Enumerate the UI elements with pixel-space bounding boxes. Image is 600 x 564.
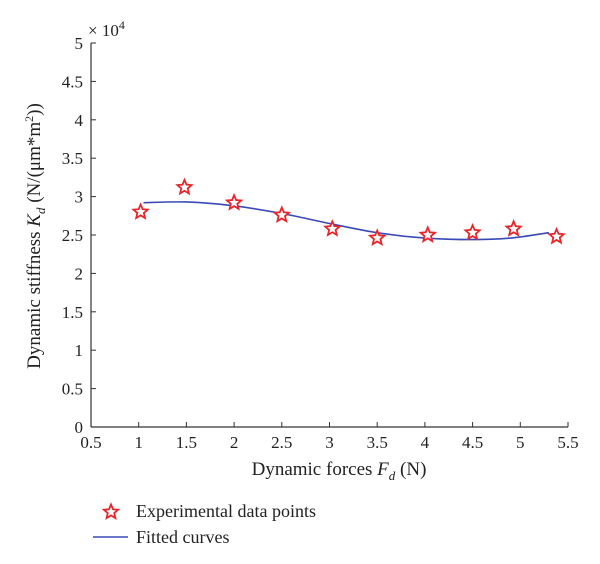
y-tick-label: 0.5 xyxy=(62,380,83,399)
x-tick-label: 3.5 xyxy=(367,433,388,452)
data-point-star xyxy=(323,219,342,237)
x-tick-label: 2 xyxy=(230,433,239,452)
data-point-star xyxy=(131,202,150,220)
y-tick-label: 0 xyxy=(75,418,84,437)
x-tick-label: 0.5 xyxy=(80,433,101,452)
x-tick-label: 4.5 xyxy=(462,433,483,452)
y-tick-label: 2 xyxy=(75,264,84,283)
x-axis-title: Dynamic forces Fd (N) xyxy=(252,459,427,483)
fitted-curve-layer xyxy=(143,201,550,241)
x-ticks: 0.5 1 1.5 2 2.5 3 3.5 4 4.5 5 5.5 xyxy=(80,422,579,452)
x-tick-label: 4 xyxy=(421,433,430,452)
x-tick-label: 2.5 xyxy=(271,433,292,452)
data-point-star xyxy=(224,192,244,211)
legend-star-shape xyxy=(101,502,121,520)
data-point-star xyxy=(504,219,523,237)
y-tick-label: 3 xyxy=(75,188,84,207)
data-point-star xyxy=(463,222,482,241)
data-point-star xyxy=(272,205,292,223)
y-tick-label: 1 xyxy=(75,341,84,360)
x-tick-label: 3 xyxy=(325,433,334,452)
x-tick-label: 5.5 xyxy=(557,433,578,452)
data-point-star xyxy=(418,225,438,243)
y-axis-title: Dynamic stiffness Kd (N/(μm*m2)) xyxy=(22,103,48,369)
legend: Experimental data points Fitted curves xyxy=(93,501,316,547)
y-tick-label: 5 xyxy=(75,34,84,53)
legend-star-marker xyxy=(101,502,121,520)
data-point-star xyxy=(367,228,387,247)
legend-label-fitted: Fitted curves xyxy=(136,527,229,547)
x-tick-label: 1.5 xyxy=(176,433,197,452)
y-tick-label: 4 xyxy=(75,111,84,130)
x-tick-label: 5 xyxy=(516,433,525,452)
y-tick-label: 3.5 xyxy=(62,149,83,168)
fitted-curve-line xyxy=(143,201,550,241)
y-tick-label: 2.5 xyxy=(62,226,83,245)
legend-label-experimental: Experimental data points xyxy=(136,501,316,521)
y-tick-label: 1.5 xyxy=(62,303,83,322)
data-point-star xyxy=(175,177,194,196)
y-multiplier: × 104 xyxy=(88,18,125,40)
data-points-layer xyxy=(131,177,566,247)
y-tick-label: 4.5 xyxy=(62,72,83,91)
x-tick-label: 1 xyxy=(134,433,143,452)
y-ticks: 0 0.5 1 1.5 2 2.5 3 3.5 4 4.5 5 xyxy=(62,34,96,437)
data-point-star xyxy=(547,226,566,245)
